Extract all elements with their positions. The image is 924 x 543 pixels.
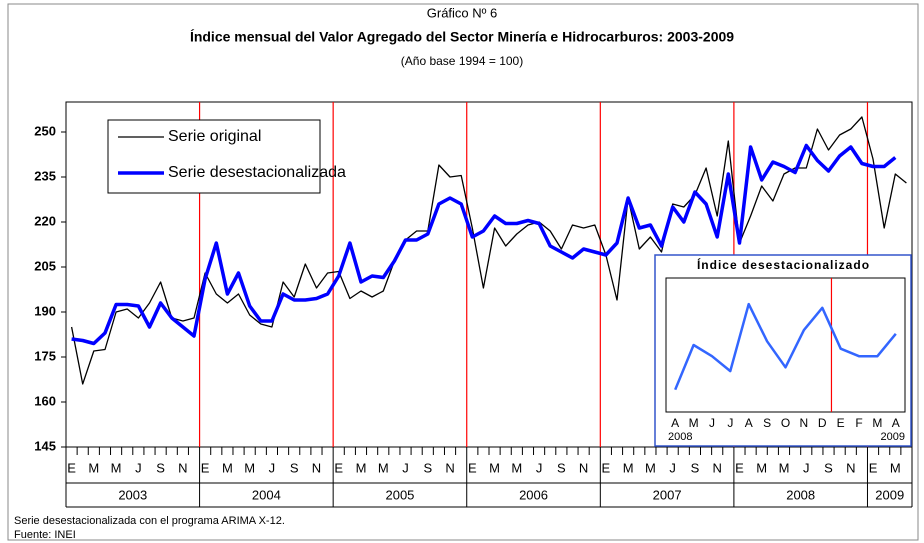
chart-subtitle: (Año base 1994 = 100) <box>401 54 523 68</box>
year-label: 2006 <box>519 487 548 502</box>
x-tick-label: J <box>803 460 810 475</box>
y-tick-label: 220 <box>34 213 56 228</box>
year-label: 2004 <box>252 487 281 502</box>
x-tick-label: M <box>244 460 255 475</box>
x-tick-label: N <box>312 460 321 475</box>
x-tick-label: E <box>468 460 477 475</box>
x-tick-label: S <box>156 460 165 475</box>
x-tick-label: M <box>88 460 99 475</box>
x-tick-label: M <box>623 460 634 475</box>
year-label: 2007 <box>653 487 682 502</box>
x-tick-label: J <box>727 416 733 430</box>
x-tick-label: M <box>872 416 882 430</box>
x-tick-label: M <box>111 460 122 475</box>
x-tick-label: M <box>378 460 389 475</box>
x-tick-label: E <box>837 416 845 430</box>
chart-label: Gráfico Nº 6 <box>427 5 498 20</box>
x-tick-label: D <box>818 416 827 430</box>
x-tick-label: S <box>691 460 700 475</box>
x-tick-label: M <box>779 460 790 475</box>
x-tick-label: E <box>334 460 343 475</box>
x-tick-label: A <box>745 416 753 430</box>
x-tick-label: J <box>402 460 409 475</box>
legend-label: Serie original <box>168 128 261 145</box>
inset-plot <box>665 277 906 413</box>
x-tick-label: M <box>222 460 233 475</box>
x-tick-label: E <box>869 460 878 475</box>
x-tick-label: M <box>645 460 656 475</box>
year-label: 2009 <box>875 487 904 502</box>
y-tick-label: 205 <box>34 258 56 273</box>
x-tick-label: J <box>536 460 543 475</box>
x-tick-label: J <box>135 460 142 475</box>
x-tick-label: F <box>855 416 862 430</box>
x-tick-label: N <box>846 460 855 475</box>
series-line <box>70 116 907 385</box>
x-tick-label: N <box>800 416 809 430</box>
x-tick-label: J <box>709 416 715 430</box>
note: Serie desestacionalizada con el programa… <box>14 515 285 527</box>
x-tick-label: E <box>67 460 76 475</box>
y-tick-label: 160 <box>34 393 56 408</box>
y-tick-label: 235 <box>34 168 56 183</box>
x-tick-label: A <box>671 416 679 430</box>
legend-label: Serie desestacionalizada <box>168 164 346 181</box>
x-tick-label: E <box>735 460 744 475</box>
x-tick-label: S <box>763 416 771 430</box>
year-label: 2003 <box>118 487 147 502</box>
year-label: 2005 <box>385 487 414 502</box>
x-tick-label: S <box>290 460 299 475</box>
x-tick-label: S <box>557 460 566 475</box>
x-tick-label: E <box>201 460 210 475</box>
y-tick-label: 190 <box>34 303 56 318</box>
x-tick-label: S <box>423 460 432 475</box>
x-tick-label: E <box>602 460 611 475</box>
x-tick-label: N <box>579 460 588 475</box>
x-tick-label: M <box>356 460 367 475</box>
x-tick-label: M <box>489 460 500 475</box>
year-label: 2008 <box>668 431 692 443</box>
inset-title: Índice desestacionalizado <box>697 257 870 272</box>
x-tick-label: M <box>756 460 767 475</box>
x-tick-label: S <box>824 460 833 475</box>
y-tick-label: 250 <box>34 123 56 138</box>
series-line <box>71 143 897 346</box>
note: Fuente: INEI <box>14 529 76 541</box>
x-tick-label: J <box>669 460 676 475</box>
x-tick-label: M <box>689 416 699 430</box>
year-label: 2008 <box>786 487 815 502</box>
y-tick-label: 145 <box>34 438 56 453</box>
x-tick-label: J <box>269 460 276 475</box>
x-tick-label: A <box>892 416 900 430</box>
year-label: 2009 <box>881 431 905 443</box>
x-tick-label: M <box>890 460 901 475</box>
y-tick-label: 175 <box>34 348 56 363</box>
legend <box>107 119 321 194</box>
chart-title: Índice mensual del Valor Agregado del Se… <box>190 29 734 45</box>
x-tick-label: N <box>713 460 722 475</box>
x-tick-label: N <box>445 460 454 475</box>
x-tick-label: N <box>178 460 187 475</box>
x-tick-label: O <box>781 416 790 430</box>
x-tick-label: M <box>511 460 522 475</box>
series-line <box>674 302 897 391</box>
